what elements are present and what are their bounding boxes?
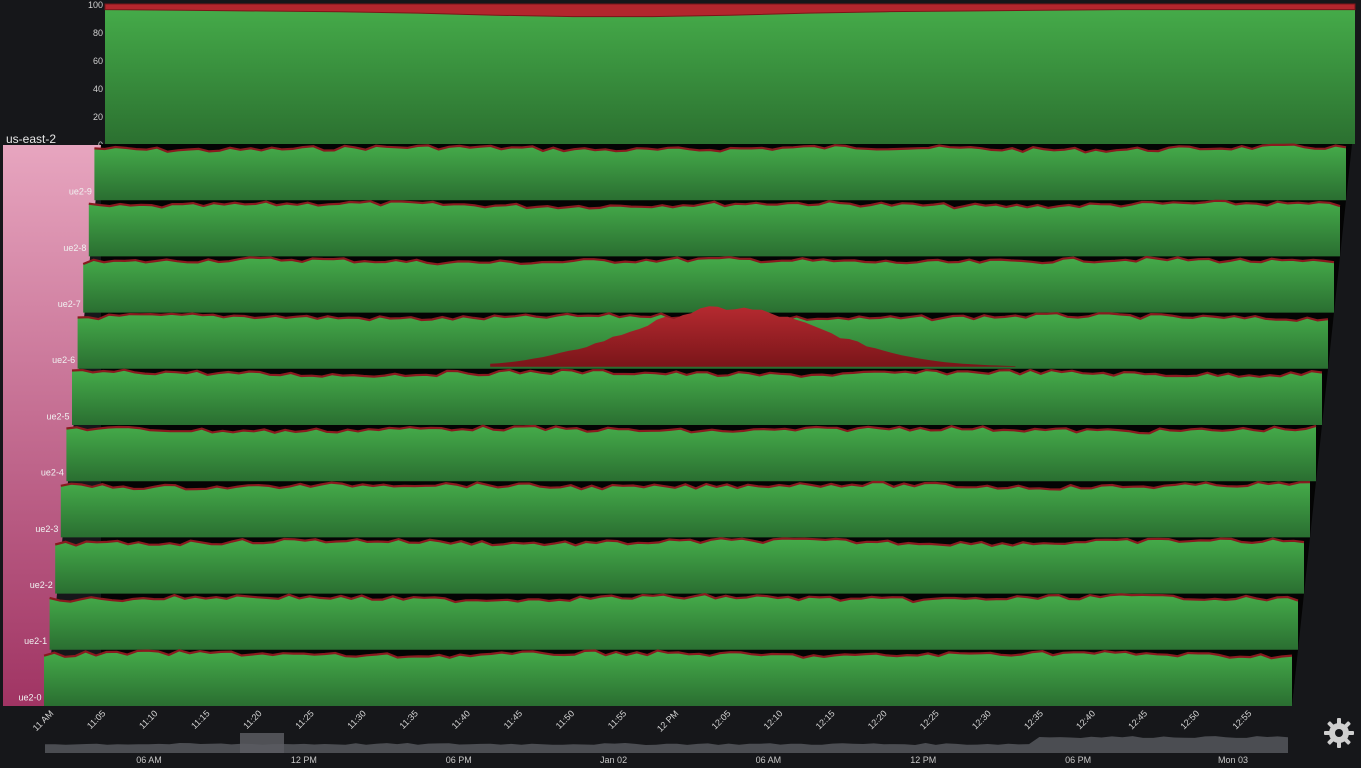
x-tick-label: 11:50 bbox=[554, 708, 577, 731]
host-row-ok-area bbox=[49, 594, 1299, 650]
x-tick-label: 11:30 bbox=[345, 708, 368, 731]
host-row[interactable] bbox=[49, 593, 1299, 650]
host-row[interactable] bbox=[66, 424, 1317, 482]
host-row-label: ue2-1 bbox=[24, 636, 47, 646]
overview-tick-label: 12 PM bbox=[291, 755, 317, 765]
host-row-error-edge bbox=[82, 255, 1335, 266]
host-row[interactable] bbox=[60, 480, 1311, 538]
host-row[interactable] bbox=[77, 306, 1329, 369]
host-row-ok-area bbox=[94, 144, 1346, 201]
group-label: us-east-2 bbox=[6, 132, 56, 146]
overview-timeline[interactable]: 06 AM 12 PM 06 PM Jan 02 06 AM 12 PM 06 PM Mon … bbox=[45, 733, 1288, 765]
host-row-label: ue2-5 bbox=[47, 411, 70, 421]
x-tick-label: 11:45 bbox=[502, 708, 525, 731]
host-row-error-edge bbox=[71, 368, 1323, 378]
host-row[interactable] bbox=[82, 255, 1335, 313]
overview-tick-label: 06 PM bbox=[446, 755, 472, 765]
overview-selection[interactable] bbox=[240, 733, 284, 753]
overview-tick-label: 12 PM bbox=[910, 755, 936, 765]
aggregate-y-tick: 100 bbox=[88, 0, 103, 10]
host-row-label: ue2-0 bbox=[19, 692, 42, 702]
x-tick-label: 12:05 bbox=[710, 708, 733, 731]
gear-icon[interactable] bbox=[1322, 716, 1356, 750]
x-tick-label: 12:25 bbox=[918, 708, 941, 731]
x-tick-label: 11:35 bbox=[397, 708, 420, 731]
overview-tick-label: 06 AM bbox=[136, 755, 162, 765]
x-tick-label: 11:20 bbox=[241, 708, 264, 731]
x-tick-label: 11:55 bbox=[606, 708, 629, 731]
host-row[interactable] bbox=[94, 143, 1347, 201]
host-row-label: ue2-2 bbox=[30, 580, 53, 590]
host-row-label: ue2-6 bbox=[52, 355, 75, 365]
x-tick-label: 12:45 bbox=[1126, 708, 1149, 731]
host-row-ok-area bbox=[55, 538, 1305, 594]
host-row-error-edge bbox=[43, 649, 1293, 660]
x-tick-label: 12:40 bbox=[1074, 708, 1097, 731]
x-tick-label: 11:25 bbox=[293, 708, 316, 731]
x-tick-label: 12:30 bbox=[970, 708, 993, 731]
host-row-error-edge bbox=[94, 143, 1347, 154]
aggregate-y-tick: 20 bbox=[93, 112, 103, 122]
x-tick-label: 12:50 bbox=[1178, 708, 1201, 731]
overview-tick-label: 06 AM bbox=[756, 755, 782, 765]
aggregate-chart: 100806040200 bbox=[88, 0, 1356, 150]
x-tick-label: 11:10 bbox=[137, 708, 160, 731]
overview-axis: 06 AM 12 PM 06 PM Jan 02 06 AM 12 PM 06 PM Mon … bbox=[136, 755, 1248, 765]
x-tick-label: 12:15 bbox=[814, 708, 837, 731]
overview-tick-label: 06 PM bbox=[1065, 755, 1091, 765]
host-row-ok-area bbox=[66, 425, 1316, 482]
host-row-error-edge bbox=[54, 537, 1305, 547]
x-tick-label: 11:40 bbox=[450, 708, 473, 731]
overview-volume bbox=[45, 736, 1288, 753]
aggregate-y-tick: 60 bbox=[93, 56, 103, 66]
host-row-label: ue2-4 bbox=[41, 468, 64, 478]
host-row-error-edge bbox=[60, 480, 1311, 491]
host-row[interactable] bbox=[88, 199, 1341, 257]
host-row-ok-area bbox=[72, 369, 1322, 425]
overview-tick-label: Mon 03 bbox=[1218, 755, 1248, 765]
x-tick-label: 12:10 bbox=[762, 708, 785, 731]
host-row[interactable] bbox=[71, 368, 1323, 425]
host-row-labels: ue2-9 ue2-8 ue2-7 ue2-6 ue2-5 ue2-4 ue2-3 ue2-2… bbox=[19, 187, 92, 703]
x-tick-label: 12 PM bbox=[655, 708, 680, 733]
x-tick-label: 11 AM bbox=[31, 708, 56, 733]
host-row-ok-area bbox=[60, 482, 1310, 538]
aggregate-error-area bbox=[104, 3, 1356, 18]
host-row-error-edge bbox=[49, 593, 1299, 604]
x-tick-label: 12:20 bbox=[866, 708, 889, 731]
chart-right-edge bbox=[1292, 144, 1361, 706]
aggregate-y-tick: 80 bbox=[93, 28, 103, 38]
aggregate-ok-area bbox=[105, 4, 1355, 144]
x-tick-label: 12:35 bbox=[1022, 708, 1045, 731]
host-row-ok-area bbox=[83, 257, 1335, 313]
host-row-error-area bbox=[490, 306, 1016, 367]
host-row-ok-area bbox=[44, 650, 1292, 706]
x-tick-label: 11:15 bbox=[189, 708, 212, 731]
overview-tick-label: Jan 02 bbox=[600, 755, 627, 765]
host-row-label: ue2-3 bbox=[35, 524, 58, 534]
x-tick-label: 12:55 bbox=[1230, 708, 1253, 731]
x-axis: 11 AM 11:05 11:10 11:15 11:20 11:25 11:30 11:35… bbox=[31, 708, 1254, 733]
x-tick-label: 11:05 bbox=[85, 708, 108, 731]
host-row[interactable] bbox=[54, 537, 1305, 594]
host-row[interactable] bbox=[43, 649, 1293, 706]
aggregate-y-tick: 40 bbox=[93, 84, 103, 94]
host-row-ok-area bbox=[88, 200, 1340, 257]
host-row-label: ue2-8 bbox=[63, 243, 86, 253]
host-row-label: ue2-9 bbox=[69, 187, 92, 197]
host-row-error-edge bbox=[66, 424, 1317, 435]
aggregate-y-axis: 100806040200 bbox=[88, 0, 103, 150]
host-row-label: ue2-7 bbox=[58, 299, 81, 309]
host-row-error-edge bbox=[88, 199, 1341, 210]
host-rows bbox=[43, 143, 1347, 706]
